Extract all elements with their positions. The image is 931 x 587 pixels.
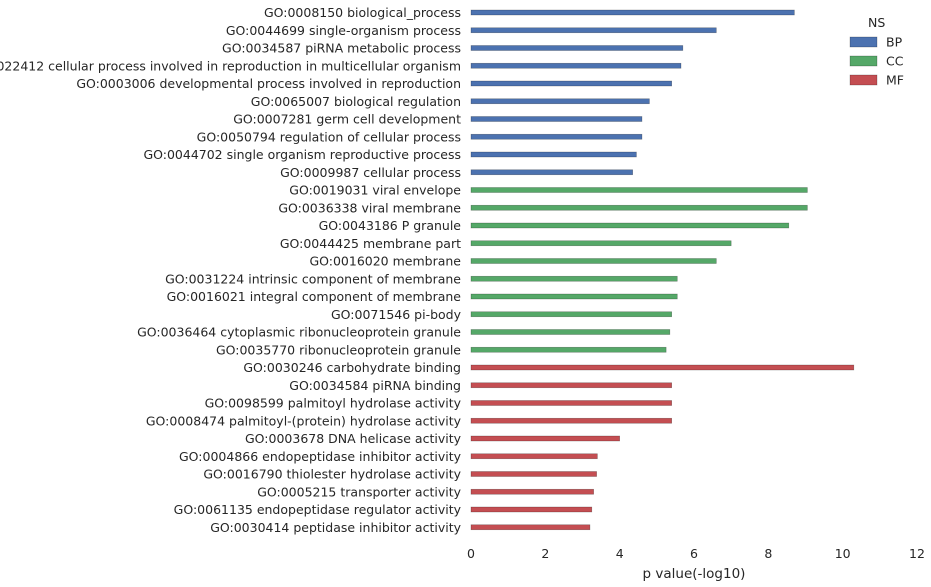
category-label: GO:0044425 membrane part [280,236,461,251]
category-label: GO:0035770 ribonucleoprotein granule [216,342,461,357]
bar-mf [470,488,594,495]
bar-bp [470,98,650,105]
bar-mf [470,506,593,513]
category-label: GO:0003678 DNA helicase activity [245,431,462,446]
bar-mf [470,453,598,460]
category-label: GO:0043186 P granule [319,218,462,233]
legend-swatch-cc [849,55,878,67]
bar-bp [470,116,643,122]
bar-cc [470,258,717,264]
x-axis: 0 2 4 6 8 10 12 [467,546,925,561]
category-label: GO:0044702 single organism reproductive … [143,147,461,162]
legend: NS BP CC MF [849,15,904,88]
legend-swatch-bp [849,36,878,48]
category-label: GO:0044699 single-organism process [226,23,461,38]
category-label: GO:0003006 developmental process involve… [76,76,461,91]
category-label: GO:0098599 palmitoyl hydrolase activity [205,396,462,411]
category-label: GO:0004866 endopeptidase inhibitor activ… [179,449,462,464]
bar-cc [470,329,671,335]
x-tick-label: 12 [909,546,925,561]
bar-bp [470,133,643,140]
bar-mf [470,471,597,477]
category-label: GO:0008474 palmitoyl-(protein) hydrolase… [146,413,462,428]
bar-cc [470,346,667,353]
category-label: GO:0065007 biological regulation [251,94,461,109]
bar-mf [470,524,591,531]
category-label: GO:0016020 membrane [309,254,461,269]
category-label: GO:0036338 viral membrane [278,200,461,215]
bar-mf [470,417,672,424]
bar-bp [470,151,637,158]
bar-mf [470,400,672,406]
bar-bp [470,45,684,51]
x-tick-label: 6 [690,546,698,561]
category-label: GO:0050794 regulation of cellular proces… [197,129,461,144]
category-label: GO:0061135 endopeptidase regulator activ… [174,502,462,517]
bars [470,9,855,531]
x-tick-label: 2 [541,546,549,561]
bar-mf [470,364,855,371]
category-label: GO:0005215 transporter activity [257,484,461,499]
x-tick-label: 0 [467,546,475,561]
category-label: GO:0016021 integral component of membran… [167,289,462,304]
legend-label-cc: CC [886,54,904,69]
bar-cc [470,240,732,247]
bar-mf [470,435,620,442]
category-label: GO:0016790 thiolester hydrolase activity [203,467,461,482]
category-label: GO:0071546 pi-body [331,307,462,322]
category-labels: GO:0008150 biological_process GO:0044699 … [0,5,462,535]
bar-cc [470,187,808,193]
bar-mf [470,382,672,389]
legend-label-bp: BP [886,35,903,50]
category-label: GO:0007281 germ cell development [233,112,461,127]
category-label: GO:0008150 biological_process [264,5,461,20]
category-label: GO:0036464 cytoplasmic ribonucleoprotein… [137,325,461,340]
bar-bp [470,169,633,176]
x-tick-label: 8 [764,546,772,561]
x-tick-label: 10 [835,546,851,561]
bar-cc [470,204,808,211]
category-label: GO:0019031 viral envelope [289,183,461,198]
bar-cc [470,275,678,282]
category-label: GO:0022412 cellular process involved in … [0,58,461,73]
bar-cc [470,311,672,318]
legend-swatch-mf [849,74,878,86]
category-label: GO:0034584 piRNA binding [289,378,461,393]
bar-bp [470,9,795,16]
bar-bp [470,80,672,87]
bar-bp [470,62,682,69]
bar-cc [470,293,678,300]
bar-bp [470,27,717,34]
category-label: GO:0034587 piRNA metabolic process [222,41,461,56]
bar-cc [470,222,790,229]
x-tick-label: 4 [616,546,624,561]
category-label: GO:0030414 peptidase inhibitor activity [210,520,461,535]
legend-label-mf: MF [886,73,904,88]
category-label: GO:0030246 carbohydrate binding [243,360,461,375]
category-label: GO:0009987 cellular process [280,165,461,180]
x-axis-label: p value(-log10) [643,566,746,582]
category-label: GO:0031224 intrinsic component of membra… [165,271,461,286]
legend-title: NS [868,15,885,30]
